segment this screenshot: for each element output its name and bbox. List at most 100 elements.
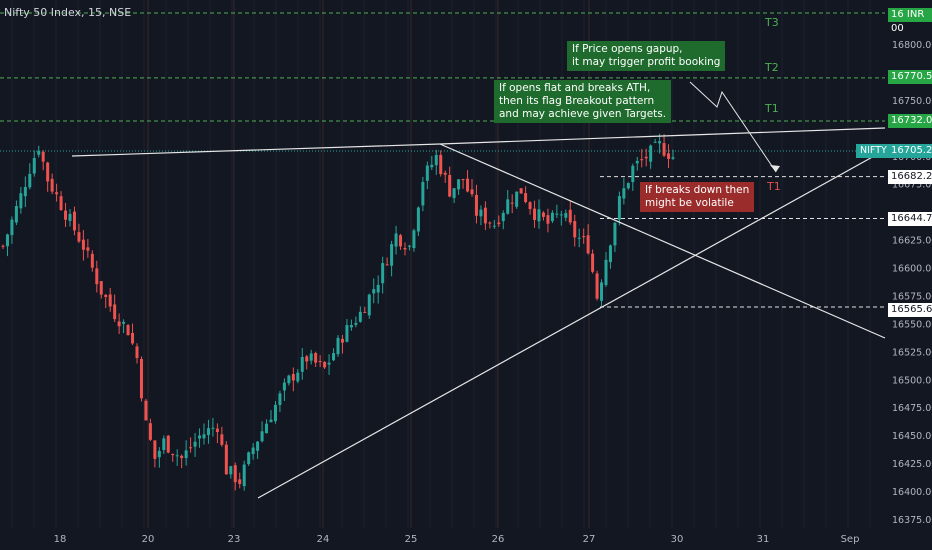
candle-body bbox=[251, 447, 255, 455]
candle-body bbox=[318, 361, 322, 363]
candle-body bbox=[640, 159, 644, 161]
candle-body bbox=[372, 289, 376, 294]
candle-body bbox=[381, 263, 385, 284]
candle-body bbox=[332, 353, 336, 361]
candle-body bbox=[139, 359, 143, 399]
candle-body bbox=[59, 196, 63, 210]
candle-body bbox=[425, 165, 429, 181]
projection-path bbox=[689, 81, 777, 173]
candle-body bbox=[452, 188, 456, 198]
candle-body bbox=[122, 321, 126, 324]
candle-body bbox=[10, 219, 14, 236]
candle-body bbox=[577, 237, 581, 239]
x-tick-label: 30 bbox=[671, 534, 684, 545]
candle-body bbox=[474, 194, 478, 216]
candle-body bbox=[519, 188, 523, 194]
y-tick-label: 16800.00 bbox=[892, 40, 932, 51]
candle-body bbox=[180, 455, 184, 459]
flag-upper-line-left bbox=[71, 143, 441, 157]
candle-body bbox=[260, 431, 264, 442]
y-tick-label: 16375.00 bbox=[892, 515, 932, 526]
x-tick-label: 23 bbox=[228, 534, 241, 545]
candle-body bbox=[287, 375, 291, 384]
candle-body bbox=[28, 173, 32, 188]
candle-body bbox=[510, 202, 514, 204]
candle-body bbox=[550, 212, 554, 222]
candle-body bbox=[448, 175, 452, 197]
candle-body bbox=[77, 232, 81, 242]
projection-arrowhead bbox=[770, 165, 780, 172]
y-tick-label: 16675.00 bbox=[892, 180, 932, 191]
candle-body bbox=[376, 284, 380, 293]
candle-body bbox=[184, 450, 188, 459]
candle-body bbox=[157, 450, 161, 458]
chart-grid bbox=[11, 0, 871, 528]
candle-body bbox=[224, 444, 228, 475]
candle-body bbox=[412, 230, 416, 249]
candle-body bbox=[273, 404, 277, 422]
price-badge-16682: 16682.25 bbox=[888, 170, 932, 184]
candle-body bbox=[23, 186, 27, 197]
chart-title: Nifty 50 Index, 15, NSE bbox=[4, 6, 132, 19]
candle-body bbox=[573, 221, 577, 238]
candle-body bbox=[608, 245, 612, 263]
x-axis: 18 20 23 24 25 26 27 30 31 Sep bbox=[54, 534, 860, 545]
candle-body bbox=[349, 324, 353, 328]
candle-body bbox=[238, 479, 242, 484]
candle-body bbox=[430, 164, 434, 168]
candle-body bbox=[658, 141, 662, 144]
candle-body bbox=[555, 213, 559, 215]
candle-body bbox=[215, 428, 219, 433]
candle-body bbox=[193, 441, 197, 447]
candle-body bbox=[113, 304, 117, 320]
candle-body bbox=[515, 191, 519, 207]
candle-body bbox=[327, 362, 331, 365]
candle-body bbox=[131, 332, 135, 344]
candle-body bbox=[497, 222, 501, 225]
y-tick-label: 16525.00 bbox=[892, 347, 932, 358]
candle-body bbox=[242, 464, 246, 487]
candle-body bbox=[582, 236, 586, 238]
candle-body bbox=[631, 165, 635, 183]
candle-body bbox=[148, 423, 152, 440]
trend-lines bbox=[71, 81, 886, 499]
candle-body bbox=[162, 438, 166, 450]
candle-body bbox=[528, 202, 532, 210]
breakdown-note: If breaks down then might be volatile bbox=[640, 182, 755, 212]
candle-body bbox=[72, 211, 76, 231]
candle-body bbox=[492, 225, 496, 227]
y-axis: 16800.0016750.0016700.0016675.0016625.00… bbox=[892, 40, 932, 526]
candle-body bbox=[117, 321, 121, 327]
candle-body bbox=[278, 393, 282, 405]
candle-body bbox=[363, 311, 367, 313]
candle-body bbox=[662, 143, 666, 156]
candle-body bbox=[229, 466, 233, 475]
candle-body bbox=[345, 325, 349, 342]
candle-body bbox=[282, 382, 286, 391]
candle-body bbox=[483, 207, 487, 224]
candle-body bbox=[501, 212, 505, 222]
x-tick-label: Sep bbox=[841, 534, 860, 545]
y-tick-label: 16600.00 bbox=[892, 264, 932, 275]
candle-body bbox=[99, 281, 103, 295]
candle-body bbox=[144, 400, 148, 421]
candle-body bbox=[407, 245, 411, 247]
candle-body bbox=[457, 179, 461, 190]
target-t2-label: T2 bbox=[765, 61, 779, 74]
price-badge-16732: 16732.00 bbox=[888, 114, 932, 128]
y-tick-label: 16750.00 bbox=[892, 96, 932, 107]
candle-body bbox=[309, 353, 313, 361]
symbol-badge: NIFTY bbox=[856, 144, 891, 158]
candle-body bbox=[189, 447, 193, 449]
flat-breakout-note: If opens flat and breaks ATH, then its f… bbox=[494, 80, 672, 123]
candle-body bbox=[300, 356, 304, 372]
falling-trend-line bbox=[439, 143, 886, 339]
target-t1-label: T1 bbox=[765, 102, 779, 115]
candle-body bbox=[546, 215, 550, 224]
candle-body bbox=[64, 210, 68, 220]
candle-body bbox=[14, 205, 18, 223]
candle-body bbox=[206, 428, 210, 436]
candle-body bbox=[568, 209, 572, 223]
candle-body bbox=[600, 282, 604, 301]
